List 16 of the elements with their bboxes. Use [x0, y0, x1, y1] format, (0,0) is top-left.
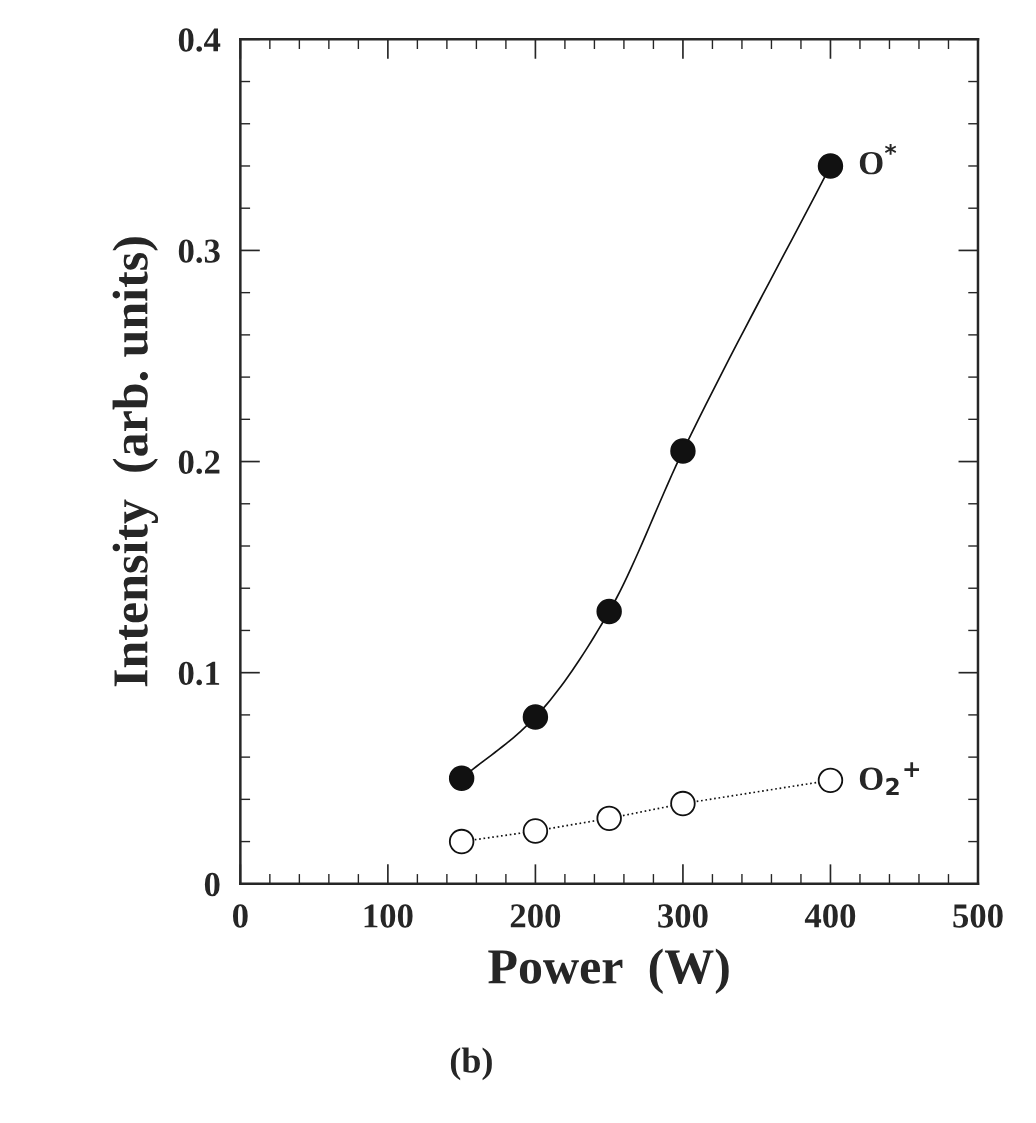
x-tick-label: 200	[510, 904, 561, 928]
y-axis-title: Intensity (arb. units)	[112, 237, 159, 687]
y-tick-label: 0	[204, 872, 220, 897]
x-tick-label: 500	[953, 904, 1003, 928]
x-tick-label: 100	[364, 904, 413, 928]
x-tick-label: 300	[658, 904, 708, 928]
series-label: O$^{*}$	[859, 143, 897, 175]
x-tick-label: 0	[233, 904, 248, 928]
y-tick-label: 0.2	[178, 450, 220, 475]
series-label: O$_{2}$$^{+}$	[859, 762, 920, 796]
text: (b)	[450, 1047, 492, 1081]
y-tick-label: 0.3	[178, 239, 220, 263]
x-tick-label: 400	[804, 904, 856, 928]
y-tick-label: 0.4	[178, 28, 221, 52]
y-tick-label: 0.1	[178, 661, 220, 686]
x-axis-title: Power (W)	[488, 948, 729, 994]
